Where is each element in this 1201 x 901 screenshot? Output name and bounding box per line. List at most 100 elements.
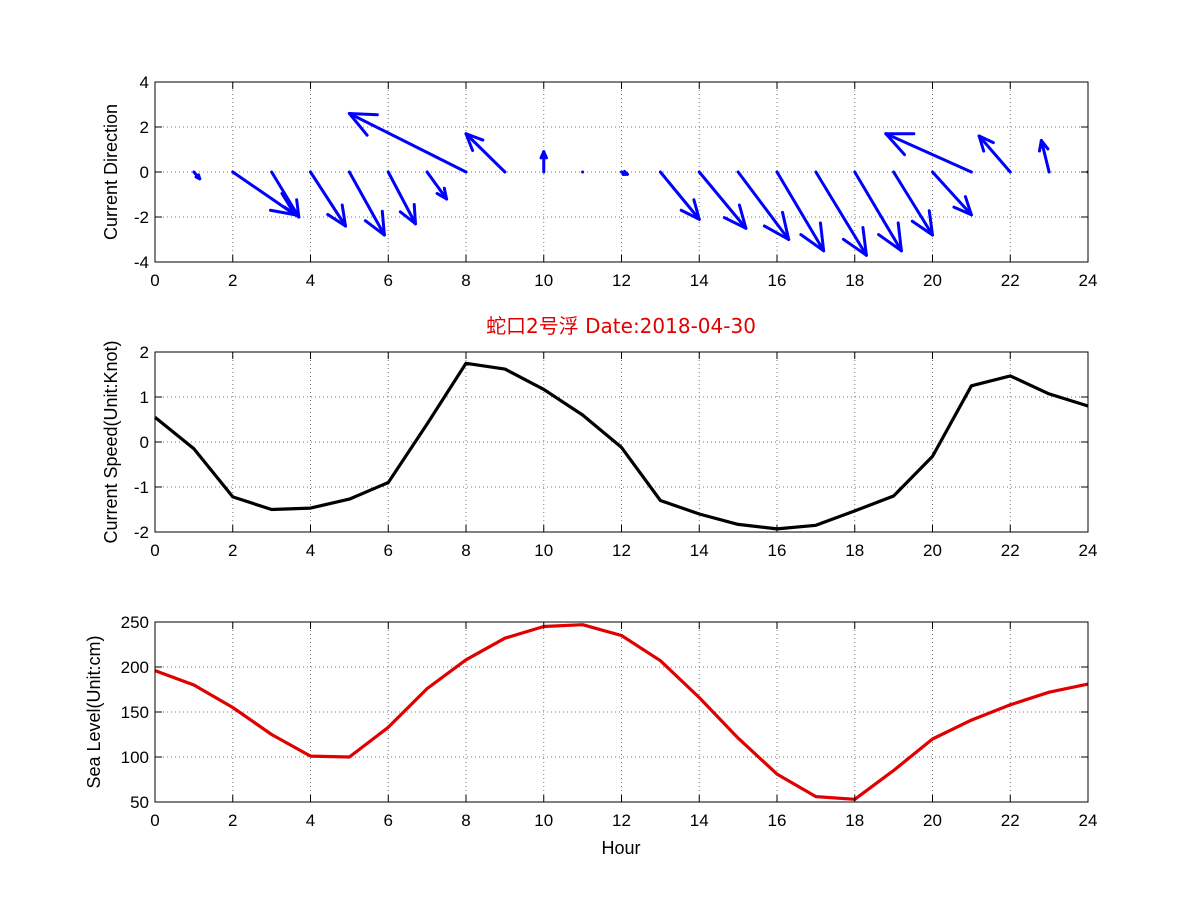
vector-head xyxy=(762,224,791,241)
x-axis-label: Hour xyxy=(601,838,640,858)
x-tick-label: 10 xyxy=(534,271,553,290)
direction-vector xyxy=(977,134,1012,174)
vector-head xyxy=(197,173,202,181)
vector-head xyxy=(539,150,546,160)
direction-vector xyxy=(270,170,301,219)
x-tick-label: 20 xyxy=(923,271,942,290)
direction-vector xyxy=(814,170,868,257)
x-tick-label: 20 xyxy=(923,811,942,830)
vector-head xyxy=(877,233,903,253)
direction-vector xyxy=(853,170,903,253)
x-tick-label: 8 xyxy=(461,271,470,290)
vector-shaft xyxy=(892,170,934,237)
direction-vector xyxy=(309,170,347,228)
vector-head xyxy=(799,233,826,253)
x-tick-label: 12 xyxy=(612,271,631,290)
vector-head xyxy=(283,205,301,219)
x-tick-label: 18 xyxy=(845,541,864,560)
direction-vector xyxy=(697,170,748,230)
vector-shaft xyxy=(1039,139,1051,174)
x-tick-label: 10 xyxy=(534,541,553,560)
vector-shaft xyxy=(309,170,347,228)
vector-shaft xyxy=(347,170,386,237)
vector-head xyxy=(464,132,485,142)
x-tick-label: 18 xyxy=(845,811,864,830)
y-tick-label: -2 xyxy=(134,208,149,227)
y-tick-label: -2 xyxy=(134,523,149,542)
vector-shaft xyxy=(464,132,507,174)
x-tick-label: 16 xyxy=(768,811,787,830)
x-tick-label: 12 xyxy=(612,541,631,560)
x-tick-label: 6 xyxy=(384,811,393,830)
plot-background xyxy=(155,622,1088,802)
vector-shaft xyxy=(884,132,973,174)
y-tick-label: 2 xyxy=(140,118,149,137)
y-tick-label: 0 xyxy=(140,433,149,452)
direction-vector xyxy=(620,169,629,176)
direction-vector xyxy=(192,170,202,181)
x-tick-label: 2 xyxy=(228,811,237,830)
y-tick-label: 2 xyxy=(140,343,149,362)
vector-head xyxy=(818,221,826,253)
x-tick-label: 2 xyxy=(228,541,237,560)
direction-vector xyxy=(386,170,417,226)
vector-shaft xyxy=(697,170,748,230)
x-tick-label: 8 xyxy=(461,541,470,560)
y-tick-label: 200 xyxy=(121,658,149,677)
x-tick-label: 4 xyxy=(306,271,315,290)
direction-vector xyxy=(425,170,449,201)
x-tick-label: 16 xyxy=(768,271,787,290)
vector-head xyxy=(884,132,907,157)
vector-head xyxy=(977,134,995,145)
x-tick-label: 20 xyxy=(923,541,942,560)
vector-series xyxy=(192,112,1088,257)
x-tick-label: 14 xyxy=(690,541,709,560)
direction-vector xyxy=(1037,139,1051,174)
vector-head xyxy=(347,112,369,137)
x-tick-label: 12 xyxy=(612,811,631,830)
direction-vector xyxy=(884,132,973,174)
direction-vector xyxy=(347,112,468,174)
vector-head xyxy=(963,195,973,217)
vector-head xyxy=(841,237,868,257)
x-tick-label: 2 xyxy=(228,271,237,290)
vector-shaft xyxy=(347,112,468,174)
x-tick-label: 22 xyxy=(1001,271,1020,290)
vector-shaft xyxy=(425,170,449,201)
y-tick-label: 4 xyxy=(140,73,149,92)
y-tick-label: 50 xyxy=(130,793,149,812)
y-axis-label: Current Direction xyxy=(101,104,121,240)
vector-head xyxy=(347,112,379,117)
direction-vector xyxy=(539,150,548,174)
x-tick-label: 4 xyxy=(306,541,315,560)
vector-shaft xyxy=(386,170,417,226)
y-tick-label: 1 xyxy=(140,388,149,407)
vector-shaft xyxy=(931,170,973,217)
vector-head xyxy=(398,210,417,226)
y-tick-label: 150 xyxy=(121,703,149,722)
x-tick-label: 8 xyxy=(461,811,470,830)
vector-head xyxy=(295,198,301,219)
chart-title: 蛇口2号浮 Date:2018-04-30 xyxy=(486,314,756,338)
x-tick-label: 22 xyxy=(1001,811,1020,830)
y-tick-label: -4 xyxy=(134,253,149,272)
direction-vector xyxy=(931,170,973,217)
direction-vector xyxy=(736,170,791,241)
vector-head xyxy=(442,186,449,201)
y-tick-label: 250 xyxy=(121,613,149,632)
speed-series xyxy=(153,361,1089,531)
y-axis-label: Current Speed(Unit:Knot) xyxy=(101,340,121,543)
vector-head xyxy=(268,208,297,217)
x-tick-label: 24 xyxy=(1079,811,1098,830)
vector-shaft xyxy=(814,170,868,257)
x-tick-label: 4 xyxy=(306,811,315,830)
x-tick-label: 0 xyxy=(150,271,159,290)
vector-head xyxy=(380,209,386,237)
plot-background xyxy=(155,352,1088,532)
